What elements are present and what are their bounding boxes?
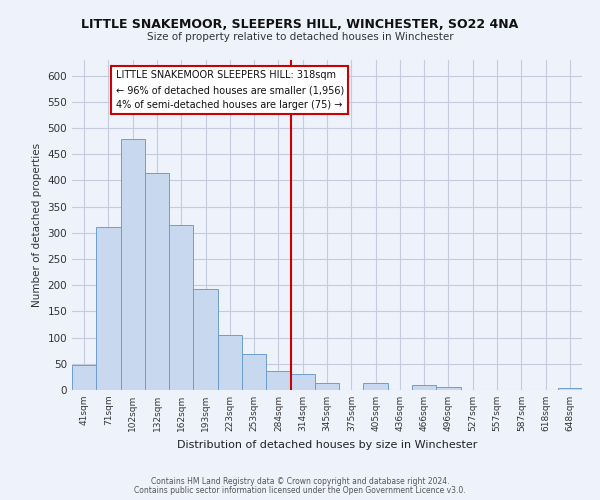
Bar — [364, 382, 388, 390]
Bar — [193, 289, 218, 390]
Text: Contains public sector information licensed under the Open Government Licence v3: Contains public sector information licen… — [134, 486, 466, 495]
Bar — [72, 366, 96, 390]
Bar — [121, 138, 145, 390]
Bar — [290, 374, 315, 390]
Text: Contains HM Land Registry data © Crown copyright and database right 2024.: Contains HM Land Registry data © Crown c… — [151, 477, 449, 486]
Bar — [169, 225, 193, 390]
Bar — [145, 172, 169, 390]
Text: Size of property relative to detached houses in Winchester: Size of property relative to detached ho… — [146, 32, 454, 42]
Bar — [266, 371, 290, 390]
X-axis label: Distribution of detached houses by size in Winchester: Distribution of detached houses by size … — [177, 440, 477, 450]
Bar — [218, 335, 242, 390]
Bar — [96, 227, 121, 390]
Bar — [315, 382, 339, 390]
Bar — [242, 354, 266, 390]
Text: LITTLE SNAKEMOOR SLEEPERS HILL: 318sqm
← 96% of detached houses are smaller (1,9: LITTLE SNAKEMOOR SLEEPERS HILL: 318sqm ←… — [116, 70, 344, 110]
Y-axis label: Number of detached properties: Number of detached properties — [32, 143, 42, 307]
Bar — [412, 386, 436, 390]
Text: LITTLE SNAKEMOOR, SLEEPERS HILL, WINCHESTER, SO22 4NA: LITTLE SNAKEMOOR, SLEEPERS HILL, WINCHES… — [82, 18, 518, 30]
Bar — [558, 388, 582, 390]
Bar — [436, 388, 461, 390]
